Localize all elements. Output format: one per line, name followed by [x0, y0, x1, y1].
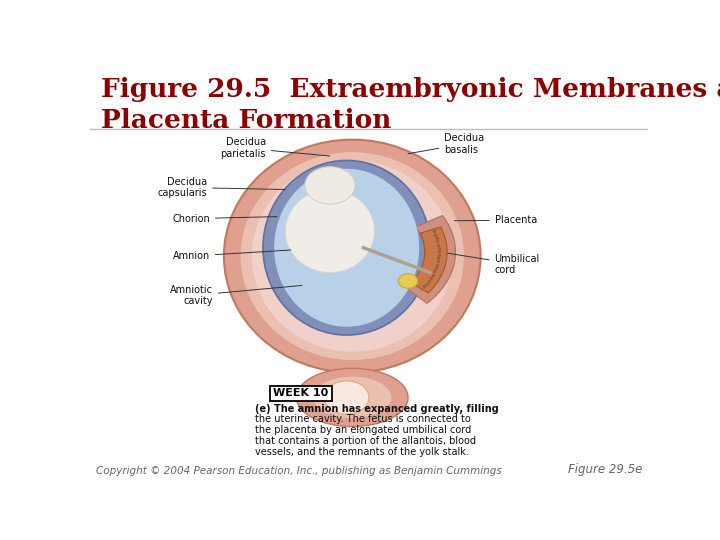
Ellipse shape	[285, 190, 374, 273]
Text: Figure 29.5e: Figure 29.5e	[568, 463, 642, 476]
Text: Decidua
basalis: Decidua basalis	[408, 133, 485, 154]
Ellipse shape	[274, 168, 419, 327]
Wedge shape	[405, 215, 456, 303]
Text: (e) The amnion has expanced greatly, filling: (e) The amnion has expanced greatly, fil…	[255, 404, 498, 414]
Text: that contains a portion of the allantois, blood: that contains a portion of the allantois…	[255, 436, 476, 446]
Text: Placenta Formation: Placenta Formation	[101, 109, 392, 133]
Text: vessels, and the remnants of the yolk stalk.: vessels, and the remnants of the yolk st…	[255, 447, 469, 457]
Text: Umbilical
cord: Umbilical cord	[448, 253, 540, 275]
Text: WEEK 10: WEEK 10	[273, 388, 328, 399]
Ellipse shape	[240, 152, 464, 360]
Ellipse shape	[252, 160, 453, 352]
Text: Amnion: Amnion	[173, 250, 291, 261]
Text: Placenta: Placenta	[454, 215, 537, 225]
Text: the placenta by an elongated umbilical cord: the placenta by an elongated umbilical c…	[255, 426, 471, 435]
Ellipse shape	[313, 377, 392, 418]
FancyBboxPatch shape	[270, 386, 332, 401]
Ellipse shape	[324, 381, 369, 414]
Ellipse shape	[305, 167, 355, 204]
Wedge shape	[410, 227, 447, 293]
Text: Chorion: Chorion	[172, 214, 277, 224]
Text: Decidua
capsularis: Decidua capsularis	[158, 177, 285, 198]
Text: Copyright © 2004 Pearson Education, Inc., publishing as Benjamin Cummings: Copyright © 2004 Pearson Education, Inc.…	[96, 465, 501, 476]
Ellipse shape	[297, 368, 408, 427]
Ellipse shape	[263, 160, 431, 335]
Ellipse shape	[224, 140, 481, 373]
Text: Decidua
parietalis: Decidua parietalis	[220, 137, 330, 159]
Text: Figure 29.5  Extraembryonic Membranes and: Figure 29.5 Extraembryonic Membranes and	[101, 77, 720, 102]
Text: the uterine cavity. The fetus is connected to: the uterine cavity. The fetus is connect…	[255, 415, 470, 424]
Text: Amniotic
cavity: Amniotic cavity	[170, 285, 302, 306]
Ellipse shape	[398, 274, 418, 288]
